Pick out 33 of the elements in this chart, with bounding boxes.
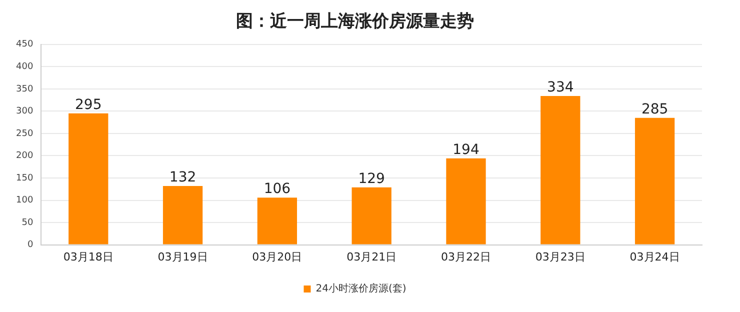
- y-tick-label: 400: [16, 62, 34, 72]
- bar: [68, 113, 108, 244]
- x-tick-label: 03月18日: [63, 250, 114, 264]
- y-tick-label: 150: [16, 173, 34, 184]
- data-label: 295: [75, 97, 102, 114]
- y-tick-label: 300: [16, 106, 34, 117]
- y-tick-label: 350: [16, 84, 34, 94]
- legend-label: 24小时涨价房源(套): [316, 282, 406, 295]
- bar: [162, 186, 203, 244]
- data-label: 194: [452, 142, 480, 158]
- x-tick-label: 03月20日: [252, 250, 302, 264]
- y-tick-label: 50: [22, 218, 34, 228]
- x-tick-label: 03月23日: [535, 250, 586, 264]
- data-label: 285: [641, 102, 668, 118]
- y-tick-label: 100: [16, 196, 34, 206]
- bar: [634, 118, 675, 244]
- bar: [352, 187, 392, 244]
- data-label: 334: [547, 80, 574, 96]
- x-tick-label: 03月19日: [158, 250, 208, 264]
- data-label: 132: [169, 170, 196, 186]
- y-tick-label: 250: [16, 128, 34, 139]
- x-tick-label: 03月21日: [346, 250, 397, 264]
- bar: [257, 198, 298, 244]
- chart-title: 图：近一周上海涨价房源量走势: [236, 12, 474, 32]
- y-tick-label: 0: [27, 240, 34, 250]
- x-tick-label: 03月24日: [630, 250, 680, 264]
- bar: [446, 158, 486, 244]
- x-tick-label: 03月22日: [440, 250, 491, 264]
- y-tick-label: 200: [16, 151, 34, 162]
- bar: [540, 96, 580, 244]
- data-label: 129: [358, 170, 385, 187]
- y-tick-label: 450: [16, 40, 34, 50]
- data-label: 106: [264, 181, 291, 198]
